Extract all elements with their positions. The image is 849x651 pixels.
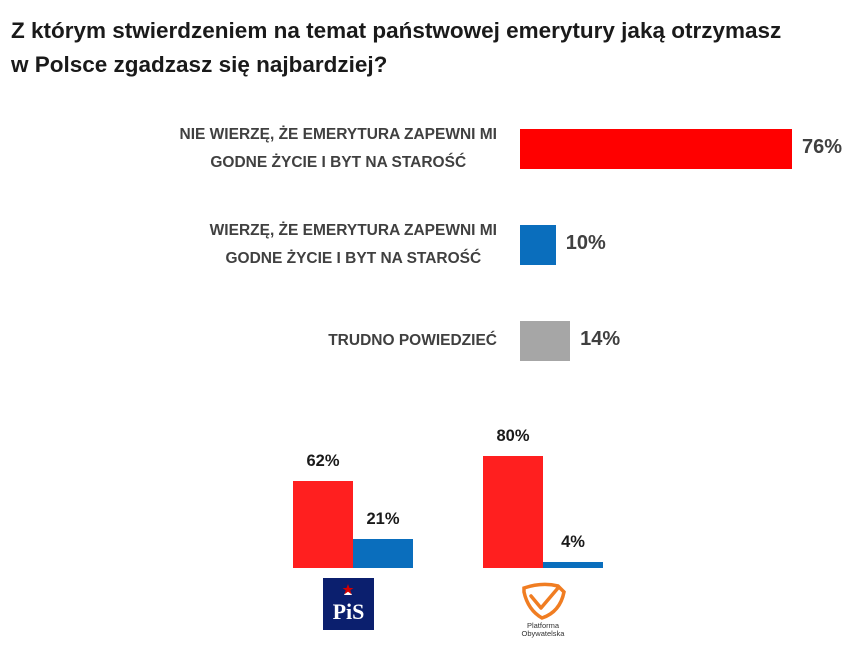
bar — [353, 538, 413, 568]
bar-value-label: 4% — [561, 533, 585, 552]
chart-title-line2: w Polsce zgadzasz się najbardziej? — [11, 52, 388, 77]
pis-logo: PiS — [323, 578, 374, 630]
category-label-line: GODNE ŻYCIE I BYT NA STAROŚĆ — [225, 250, 482, 267]
bar — [520, 129, 792, 169]
bar-value-label: 76% — [802, 136, 843, 158]
bar-value-label: 21% — [366, 509, 400, 528]
bar — [520, 225, 556, 265]
category-label: TRUDNO POWIEDZIEĆ — [328, 327, 497, 355]
category-label-line: WIERZĘ, ŻE EMERYTURA ZAPEWNI MI — [209, 222, 497, 239]
po-logo: Platforma Obywatelska — [514, 578, 572, 638]
pis-logo-graphic: PiS — [323, 578, 374, 630]
po-logo-text-2: Obywatelska — [522, 629, 566, 638]
bar — [293, 481, 353, 568]
bar-value-label: 14% — [580, 328, 621, 350]
bar-value-label: 62% — [306, 452, 340, 471]
bar-value-label: 80% — [496, 427, 530, 445]
bar — [543, 562, 603, 568]
po-logo-text-1: Platforma — [527, 621, 560, 630]
category-label: WIERZĘ, ŻE EMERYTURA ZAPEWNI MI GODNE ŻYC… — [210, 217, 497, 273]
category-label: NIE WIERZĘ, ŻE EMERYTURA ZAPEWNI MI GODNE… — [180, 121, 497, 177]
category-label-line: NIE WIERZĘ, ŻE EMERYTURA ZAPEWNI MI — [179, 126, 497, 143]
category-label-line: TRUDNO POWIEDZIEĆ — [328, 332, 497, 349]
chart-title-line1: Z którym stwierdzeniem na temat państwow… — [11, 18, 782, 43]
bar-value-label: 10% — [565, 232, 606, 254]
bar — [483, 456, 543, 568]
bar — [520, 321, 571, 361]
pis-logo-text: PiS — [333, 599, 365, 624]
po-logo-graphic: Platforma Obywatelska — [522, 582, 566, 638]
chart-title: Z którym stwierdzeniem na temat państwow… — [11, 14, 841, 82]
category-label-line: GODNE ŻYCIE I BYT NA STAROŚĆ — [210, 154, 467, 171]
